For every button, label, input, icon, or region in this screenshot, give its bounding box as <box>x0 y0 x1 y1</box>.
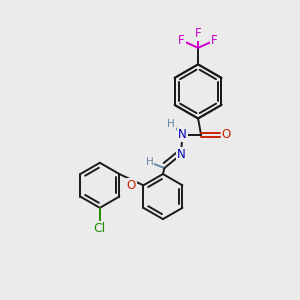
Text: F: F <box>195 27 201 40</box>
Text: H: H <box>167 119 175 129</box>
Text: O: O <box>127 178 136 192</box>
Text: O: O <box>222 128 231 142</box>
Text: Cl: Cl <box>94 222 106 236</box>
Text: F: F <box>211 34 218 47</box>
Text: N: N <box>177 148 185 161</box>
Text: N: N <box>178 128 187 142</box>
Text: F: F <box>178 34 185 47</box>
Text: H: H <box>146 157 153 167</box>
